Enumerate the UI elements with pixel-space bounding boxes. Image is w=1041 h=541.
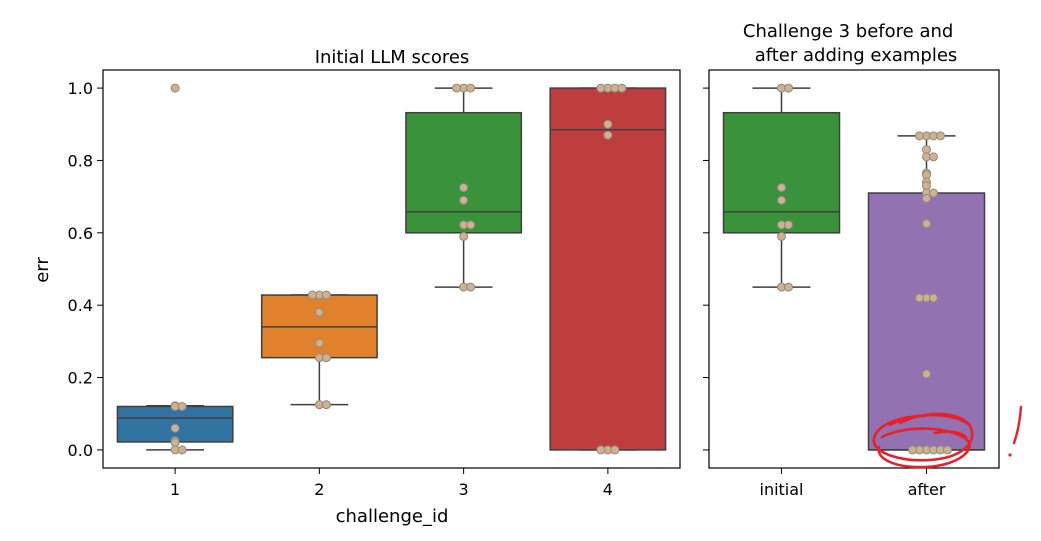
data-point	[915, 293, 924, 303]
data-point	[459, 195, 469, 205]
data-point	[603, 130, 613, 140]
y-tick-label: 0.4	[68, 296, 93, 315]
data-point	[922, 369, 931, 379]
data-point	[922, 219, 931, 229]
x-tick-label: 1	[170, 480, 180, 499]
x-tick-label: after	[908, 480, 946, 499]
data-point	[908, 445, 917, 455]
data-point	[777, 195, 786, 205]
panel2-plot: initial after	[703, 69, 1000, 499]
x-tick-label: initial	[760, 480, 804, 499]
data-point	[170, 423, 180, 433]
axes-frame	[708, 69, 1000, 469]
box-1	[116, 83, 234, 455]
box-body	[549, 87, 667, 451]
y-tick-label: 0.2	[68, 369, 93, 388]
data-point	[929, 152, 938, 162]
data-point	[922, 193, 931, 203]
data-point	[929, 188, 938, 198]
y-tick-label: 1.0	[68, 79, 93, 98]
box-body	[722, 111, 841, 234]
panel1-title: Initial LLM scores	[315, 47, 470, 68]
y-tick-label: 0.0	[68, 441, 93, 460]
data-point	[459, 231, 469, 241]
data-point	[307, 290, 317, 300]
axes-frame	[102, 69, 681, 469]
data-point	[617, 83, 627, 93]
data-point	[321, 400, 331, 410]
data-point	[466, 282, 476, 292]
box-4	[549, 83, 667, 455]
data-point	[170, 83, 180, 93]
panel2-title: Challenge 3 before and after adding exam…	[743, 21, 959, 66]
data-point	[929, 293, 938, 303]
red-scribble-annotation	[872, 412, 974, 469]
data-point	[314, 338, 324, 348]
data-point	[321, 290, 331, 300]
panel2-title-line1: Challenge 3 before and	[743, 21, 953, 42]
data-point	[466, 220, 476, 230]
data-point	[784, 220, 793, 230]
y-tick-label: 0.6	[68, 224, 93, 243]
box-3	[405, 83, 523, 292]
data-point	[459, 183, 469, 193]
data-point	[177, 445, 187, 455]
data-point	[466, 83, 476, 93]
x-tick-label: 4	[603, 480, 613, 499]
exclamation-mark-annotation	[1008, 405, 1023, 457]
data-point	[777, 231, 786, 241]
data-point	[610, 445, 620, 455]
data-point	[452, 83, 462, 93]
x-axis-label: challenge_id	[336, 506, 449, 527]
data-point	[784, 282, 793, 292]
data-point	[596, 445, 606, 455]
box-2	[260, 290, 378, 410]
box-after	[867, 131, 986, 455]
data-point	[321, 353, 331, 363]
x-tick-label: 3	[459, 480, 469, 499]
data-point	[936, 131, 945, 141]
data-point	[314, 307, 324, 317]
panel2-title-line2: after adding examples	[755, 45, 958, 66]
data-point	[915, 131, 924, 141]
box-body	[405, 111, 523, 234]
data-point	[784, 83, 793, 93]
x-tick-label: 2	[314, 480, 324, 499]
data-point	[777, 183, 786, 193]
panel1-plot: 0.0 0.2 0.4 0.6 0.8 1.0 1 2 3 4	[68, 69, 681, 499]
y-axis-label: err	[32, 257, 53, 283]
data-point	[596, 83, 606, 93]
y-tick-label: 0.8	[68, 151, 93, 170]
data-point	[603, 119, 613, 129]
data-point	[177, 401, 187, 411]
box-initial	[722, 83, 841, 292]
data-point	[943, 445, 952, 455]
box-body	[867, 192, 986, 451]
